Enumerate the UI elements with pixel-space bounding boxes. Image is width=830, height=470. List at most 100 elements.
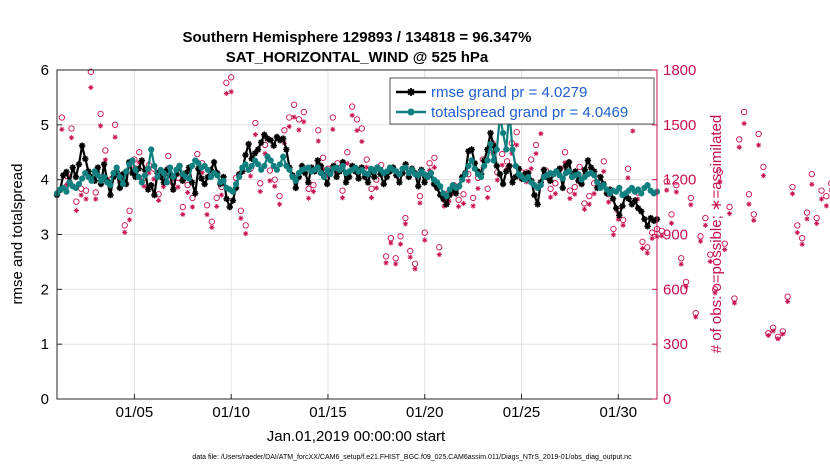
obs-possible-marker: [736, 136, 743, 143]
data-point-rmse: [82, 155, 89, 163]
data-point-rmse: [594, 184, 601, 192]
obs-assimilated-marker: [751, 217, 757, 223]
data-point-totalspread: [63, 188, 70, 195]
obs-possible-marker: [649, 229, 656, 236]
y2-tick-label: 1200: [663, 172, 696, 189]
data-point-totalspread: [314, 164, 321, 171]
obs-assimilated-marker: [465, 178, 471, 184]
obs-possible-marker: [547, 185, 554, 192]
data-point-totalspread: [286, 166, 293, 173]
obs-possible-marker: [571, 183, 578, 191]
data-point-rmse: [386, 168, 394, 175]
data-point-rmse: [546, 177, 554, 184]
obs-assimilated-marker: [156, 197, 162, 204]
obs-assimilated-marker: [707, 258, 713, 265]
data-point-rmse: [625, 195, 632, 203]
obs-assimilated-marker: [151, 176, 157, 182]
data-point-rmse: [317, 162, 325, 170]
data-point-rmse: [122, 180, 130, 188]
obs-possible-marker: [136, 149, 143, 156]
data-point-rmse: [107, 191, 114, 199]
data-point-rmse: [493, 162, 500, 170]
obs-possible-marker: [213, 194, 220, 202]
data-point-totalspread: [644, 182, 651, 189]
obs-possible-marker: [431, 154, 438, 161]
obs-possible-marker: [349, 103, 356, 110]
obs-assimilated-marker: [736, 144, 742, 150]
obs-possible-marker: [237, 207, 245, 214]
data-point-totalspread: [138, 179, 145, 186]
data-point-totalspread: [229, 188, 237, 195]
data-point-rmse: [132, 173, 139, 181]
data-point-totalspread: [484, 157, 491, 164]
obs-assimilated-marker: [562, 160, 568, 166]
obs-possible-marker: [586, 192, 593, 200]
obs-assimilated-marker: [209, 224, 215, 230]
data-point-rmse: [584, 157, 592, 164]
data-point-rmse: [405, 173, 413, 181]
obs-possible-marker: [581, 200, 588, 207]
data-point-rmse: [157, 173, 164, 181]
obs-assimilated-marker: [659, 233, 665, 239]
data-point-totalspread: [320, 173, 328, 181]
obs-assimilated-marker: [601, 168, 607, 174]
obs-possible-marker: [411, 260, 419, 267]
data-point-rmse: [261, 131, 268, 138]
data-point-rmse: [223, 195, 230, 203]
obs-possible-marker: [82, 187, 90, 194]
data-point-rmse: [166, 172, 174, 179]
obs-assimilated-marker: [393, 261, 399, 267]
data-point-totalspread: [396, 171, 403, 178]
obs-assimilated-marker: [373, 185, 379, 191]
obs-assimilated-marker: [272, 183, 278, 189]
data-point-totalspread: [594, 179, 601, 186]
obs-possible-marker: [242, 222, 249, 229]
obs-assimilated-marker: [789, 191, 796, 197]
obs-possible-marker: [208, 218, 215, 225]
obs-assimilated-marker: [339, 195, 346, 201]
data-point-rmse: [308, 164, 315, 171]
obs-assimilated-marker: [644, 250, 650, 256]
obs-possible-marker: [87, 68, 95, 75]
data-point-rmse: [540, 166, 548, 173]
obs-assimilated-marker: [799, 241, 805, 247]
data-point-rmse: [565, 158, 573, 166]
obs-assimilated-marker: [741, 120, 747, 127]
data-point-totalspread: [107, 182, 114, 189]
obs-possible-marker: [223, 79, 230, 86]
obs-possible-marker: [286, 114, 293, 121]
legend-label-rmse: rmse grand pr = 4.0279: [431, 84, 587, 101]
obs-possible-marker: [252, 119, 259, 127]
obs-possible-marker: [678, 255, 685, 262]
data-point-rmse: [151, 191, 158, 199]
data-point-totalspread: [254, 161, 262, 168]
obs-possible-marker: [363, 156, 370, 163]
obs-assimilated-marker: [697, 238, 704, 244]
data-point-rmse: [113, 168, 120, 175]
data-point-totalspread: [481, 162, 488, 170]
obs-possible-marker: [600, 158, 607, 165]
obs-assimilated-marker: [422, 237, 428, 243]
data-point-rmse: [616, 212, 623, 219]
obs-assimilated-marker: [349, 112, 355, 118]
data-point-totalspread: [327, 171, 334, 178]
obs-assimilated-marker: [639, 245, 646, 252]
legend-label-totalspread: totalspread grand pr = 4.0469: [431, 104, 628, 121]
data-point-totalspread: [525, 173, 532, 181]
obs-possible-marker: [305, 185, 312, 192]
obs-possible-marker: [469, 194, 477, 202]
obs-assimilated-marker: [678, 261, 684, 267]
obs-assimilated-marker: [760, 173, 767, 179]
data-point-rmse: [276, 136, 284, 144]
obs-possible-marker: [726, 203, 733, 211]
data-point-totalspread: [465, 162, 472, 170]
obs-possible-marker: [402, 214, 409, 222]
obs-possible-marker: [189, 194, 196, 202]
obs-possible-marker: [261, 141, 269, 149]
obs-assimilated-marker: [267, 178, 273, 184]
data-point-totalspread: [324, 166, 331, 173]
data-point-totalspread: [166, 164, 174, 171]
data-point-rmse: [257, 139, 265, 146]
chart-title: Southern Hemisphere 129893 / 134818 = 96…: [183, 29, 532, 46]
data-point-rmse: [531, 191, 538, 199]
